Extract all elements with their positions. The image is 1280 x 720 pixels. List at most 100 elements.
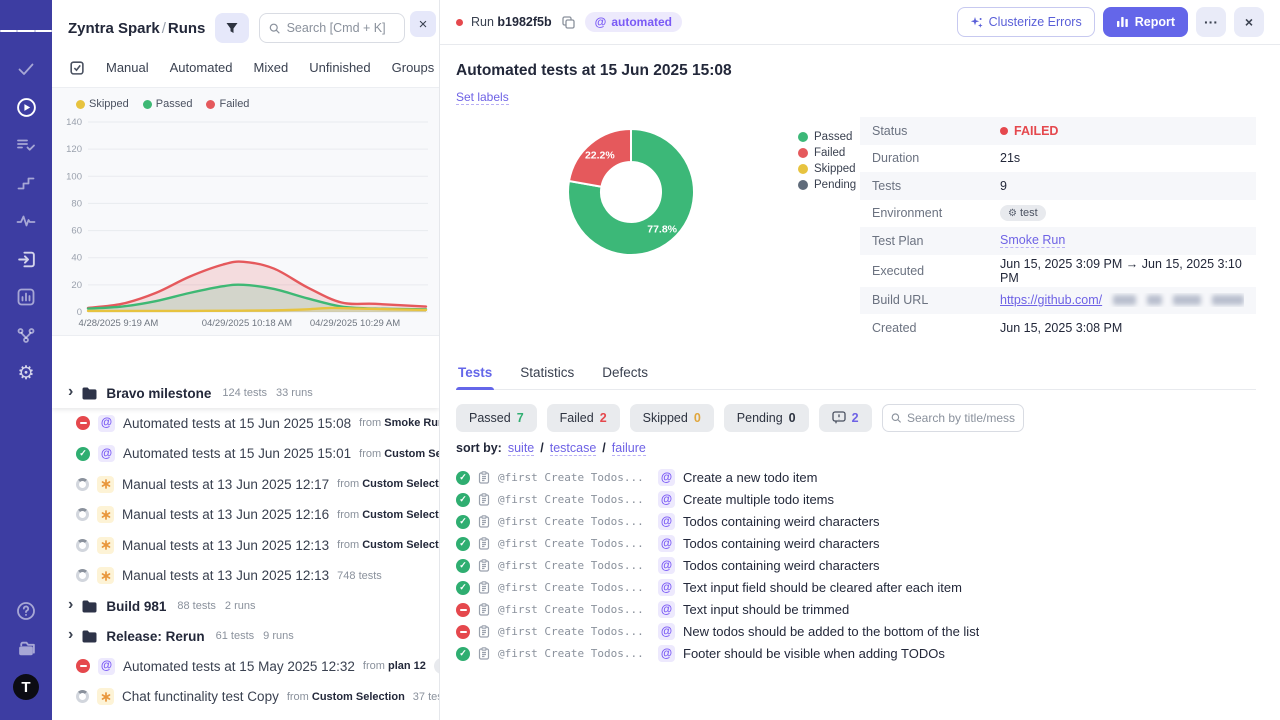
skipped-dot <box>76 100 85 109</box>
run-detail-content: Automated tests at 15 Jun 2025 15:08 Set… <box>440 45 1280 720</box>
run-detail-header: Run b1982f5b @automated Clusterize Error… <box>440 0 1280 45</box>
test-title: Footer should be visible when adding TOD… <box>683 646 945 661</box>
milestone-row[interactable]: ›Release: Rerun61 tests9 runs <box>52 621 439 651</box>
select-all-icon[interactable] <box>68 59 85 76</box>
run-row[interactable]: ✓@Automated tests at 15 Jun 2025 15:01fr… <box>52 439 439 470</box>
set-labels-link[interactable]: Set labels <box>456 90 509 105</box>
sparkle-icon <box>970 16 983 29</box>
analytics-icon[interactable] <box>0 278 52 316</box>
report-button[interactable]: Report <box>1103 7 1188 37</box>
run-row[interactable]: Manual tests at 13 Jun 2025 12:16from Cu… <box>52 500 439 531</box>
test-suite: @first Create Todos... <box>498 471 650 484</box>
run-row[interactable]: @Automated tests at 15 Jun 2025 15:08fro… <box>52 408 439 439</box>
tests-search-input[interactable] <box>907 411 1015 425</box>
test-row[interactable]: ✓@first Create Todos...@Todos containing… <box>456 511 1256 533</box>
search-icon <box>269 22 280 35</box>
test-row[interactable]: ✓@first Create Todos...@Footer should be… <box>456 643 1256 665</box>
test-suite: @first Create Todos... <box>498 625 650 638</box>
search-icon <box>891 412 901 424</box>
pulse-icon[interactable] <box>0 202 52 240</box>
automated-icon: @ <box>658 513 675 530</box>
svg-text:20: 20 <box>71 280 82 291</box>
test-row[interactable]: ✓@first Create Todos...@Text input field… <box>456 577 1256 599</box>
more-button[interactable]: ··· <box>1196 7 1226 37</box>
tab-automated[interactable]: Automated <box>170 60 233 75</box>
clipboard-icon <box>478 603 490 616</box>
clusterize-errors-button[interactable]: Clusterize Errors <box>957 7 1095 37</box>
test-row[interactable]: @first Create Todos...@New todos should … <box>456 621 1256 643</box>
play-circle-icon[interactable] <box>0 88 52 126</box>
tab-tests[interactable]: Tests <box>456 360 494 389</box>
automated-icon: @ <box>658 491 675 508</box>
tab-defects[interactable]: Defects <box>600 360 650 389</box>
runs-panel: × Zyntra Spark/Runs Manual Automated Mix… <box>52 0 440 720</box>
import-icon[interactable] <box>0 240 52 278</box>
run-title: Automated tests at 15 Jun 2025 15:08 <box>123 416 351 431</box>
detail-tabs: Tests Statistics Defects <box>456 360 1256 390</box>
testomat-logo[interactable]: T <box>0 668 52 706</box>
run-row[interactable]: Manual tests at 13 Jun 2025 12:13748 tes… <box>52 561 439 592</box>
run-row[interactable]: Manual tests at 13 Jun 2025 12:13from Cu… <box>52 530 439 561</box>
steps-icon[interactable] <box>0 164 52 202</box>
test-row[interactable]: ✓@first Create Todos...@Create a new tod… <box>456 467 1256 489</box>
check-icon[interactable] <box>0 50 52 88</box>
sort-by-failure[interactable]: failure <box>612 441 646 456</box>
gear-icon: ⚙ <box>1008 208 1017 219</box>
svg-text:60: 60 <box>71 226 82 237</box>
milestone-row[interactable]: ›Bravo milestone124 tests33 runs <box>52 378 439 408</box>
help-icon[interactable] <box>0 592 52 630</box>
duration-value: 21s <box>1000 151 1020 165</box>
tab-manual[interactable]: Manual <box>106 60 149 75</box>
tab-mixed[interactable]: Mixed <box>254 60 289 75</box>
build-url-link[interactable]: https://github.com/ <box>1000 293 1102 307</box>
test-row[interactable]: ✓@first Create Todos...@Todos containing… <box>456 533 1256 555</box>
failed-dot <box>1000 127 1008 135</box>
test-row[interactable]: ✓@first Create Todos...@Todos containing… <box>456 555 1256 577</box>
chip-passed[interactable]: Passed7 <box>456 404 537 432</box>
copy-icon[interactable] <box>562 16 575 29</box>
tab-statistics[interactable]: Statistics <box>518 360 576 389</box>
test-row[interactable]: ✓@first Create Todos...@Create multiple … <box>456 489 1256 511</box>
created-value: Jun 15, 2025 3:08 PM <box>1000 321 1122 335</box>
tab-groups[interactable]: Groups <box>392 60 435 75</box>
run-status-dot <box>456 19 463 26</box>
branch-icon[interactable] <box>0 316 52 354</box>
svg-text:04/29/2025 10:18 AM: 04/29/2025 10:18 AM <box>202 318 292 329</box>
run-summary: 77.8%22.2% Passed Failed Skipped Pending… <box>456 117 1256 342</box>
filter-button[interactable] <box>215 13 249 43</box>
sort-by-suite[interactable]: suite <box>508 441 534 456</box>
sort-by-testcase[interactable]: testcase <box>550 441 597 456</box>
test-plan-link[interactable]: Smoke Run <box>1000 233 1065 248</box>
run-from: from Smoke Run <box>359 417 439 429</box>
breadcrumb-project[interactable]: Zyntra Spark <box>68 20 160 37</box>
donut-legend-skipped: Skipped <box>798 163 856 175</box>
panel-close-button[interactable]: × <box>410 11 436 37</box>
test-suite: @first Create Todos... <box>498 603 650 616</box>
chip-failed[interactable]: Failed2 <box>547 404 620 432</box>
gear-icon[interactable]: ⚙ <box>0 354 52 392</box>
environment-badge: ⚙test <box>1000 205 1046 221</box>
run-row[interactable]: Chat functinality test Copyfrom Custom S… <box>52 682 439 713</box>
close-run-button[interactable]: × <box>1234 7 1264 37</box>
folders-icon[interactable] <box>0 630 52 668</box>
runs-search-input[interactable] <box>287 21 395 35</box>
list-check-icon[interactable] <box>0 126 52 164</box>
run-title: Manual tests at 13 Jun 2025 12:16 <box>122 507 329 522</box>
tab-unfinished[interactable]: Unfinished <box>309 60 370 75</box>
group-name: Build 981 <box>106 599 166 614</box>
chip-pending[interactable]: Pending0 <box>724 404 809 432</box>
run-row[interactable]: Manual tests at 13 Jun 2025 12:17from Cu… <box>52 469 439 500</box>
group-name: Bravo milestone <box>106 386 211 401</box>
menu-icon[interactable] <box>0 12 52 50</box>
run-details-table: Status FAILED Duration 21s Tests 9 Envir… <box>860 117 1256 342</box>
detail-row-status: Status FAILED <box>860 117 1256 145</box>
chip-skipped[interactable]: Skipped0 <box>630 404 714 432</box>
status-passed-icon: ✓ <box>456 515 470 529</box>
chip-comments[interactable]: 2 <box>819 404 872 432</box>
automated-icon: @ <box>98 658 115 675</box>
breadcrumb: Zyntra Spark/Runs <box>68 20 205 37</box>
automated-badge: @automated <box>585 12 682 32</box>
milestone-row[interactable]: ›Build 98188 tests2 runs <box>52 591 439 621</box>
run-row[interactable]: @Automated tests at 15 May 2025 12:32fro… <box>52 651 439 682</box>
test-row[interactable]: @first Create Todos...@Text input should… <box>456 599 1256 621</box>
